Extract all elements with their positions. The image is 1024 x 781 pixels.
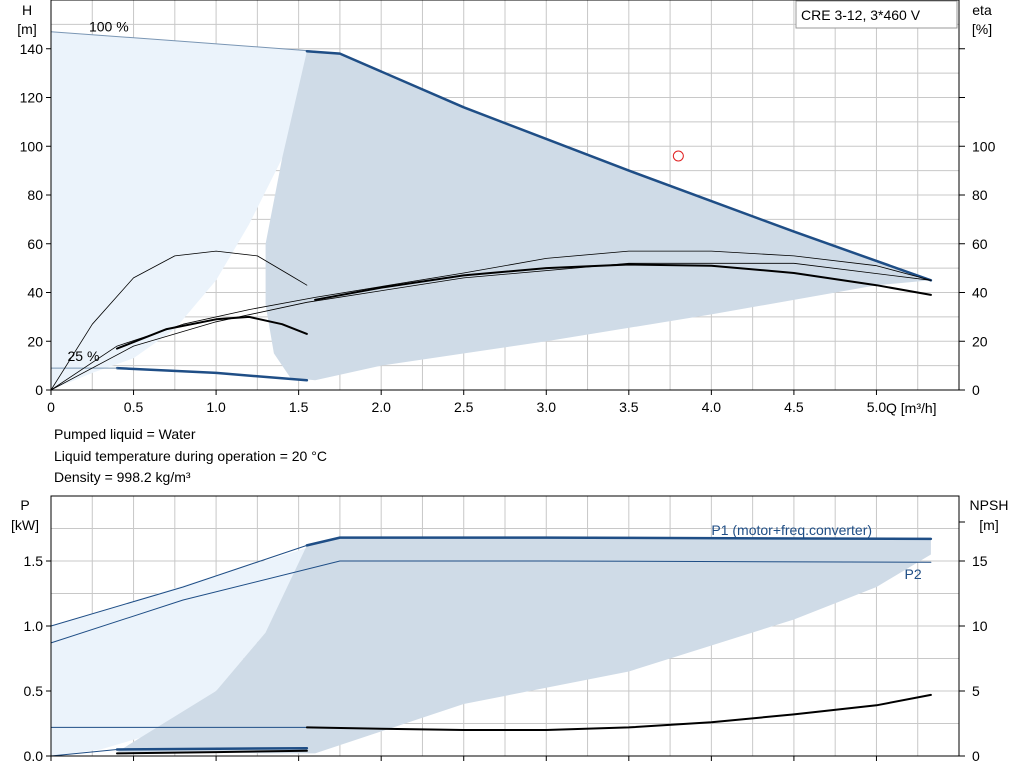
y-left-tick-label: 40 [27,285,43,301]
bottom-right-axis-unit: [m] [979,517,998,533]
bottom-left-axis-unit: [kW] [11,517,39,533]
top-left-axis-title: H [22,2,32,18]
x-tick-label: 5.0 [867,399,887,415]
speed-label: 25 % [68,348,100,364]
y-left-tick-label: 0.0 [24,748,44,764]
series-P1-left [50,544,308,627]
x-tick-label: 4.0 [702,399,722,415]
y-left-tick-label: 120 [20,90,44,106]
series-eta-thin-3 [50,262,932,391]
series-label: P2 [905,566,922,582]
series-max-curve-left [50,31,316,52]
y-right-tick-label: 10 [972,618,988,634]
series-max-curve [305,49,933,282]
x-axis-title: Q [m³/h] [886,400,937,416]
extended-range-area [51,545,316,756]
x-tick-label: 2.5 [454,399,474,415]
note-temperature: Liquid temperature during operation = 20… [54,448,327,464]
series-label: P1 (motor+freq.converter) [711,522,872,538]
top-right-axis-title: eta [972,2,992,18]
series-NPSH [305,693,932,731]
operating-range-area [265,51,931,381]
series-P-min-1 [115,746,309,751]
series-P1 [305,536,933,547]
x-tick-label: 3.5 [619,399,639,415]
operating-range-area [117,537,931,754]
x-tick-label: 0.5 [124,399,144,415]
y-left-tick-label: 60 [27,236,43,252]
y-left-tick-label: 140 [20,41,44,57]
x-tick-label: 4.5 [784,399,804,415]
y-right-tick-label: 20 [972,333,988,349]
x-tick-label: 1.0 [206,399,226,415]
head-efficiency-chart: 0 0.5 1.0 1.5 2.0 2.5 3.0 3.5 4.0 4.5 5.0 0 20 40 60 8… [17,0,996,416]
x-tick-label: 2.0 [371,399,391,415]
power-npsh-chart: 0.0 0.5 1.0 1.5 0 5 10 15 P [kW] NPSH [m] P1 (… [11,495,1009,764]
note-density: Density = 998.2 kg/m³ [54,469,191,485]
y-right-tick-label: 40 [972,285,988,301]
series-eta-thin-1 [50,250,308,391]
y-left-tick-label: 1.5 [24,553,44,569]
y-left-tick-label: 0 [35,382,43,398]
y-left-tick-label: 80 [27,187,43,203]
x-tick-label: 0 [47,399,55,415]
model-box [795,0,958,29]
series-min-curve [115,366,309,382]
y-left-tick-label: 100 [20,138,44,154]
y-right-tick-label: 80 [972,187,988,203]
y-right-tick-label: 15 [972,553,988,569]
top-left-axis-unit: [m] [17,21,36,37]
extended-range-area [51,31,316,390]
series-eta-main [314,263,932,301]
y-right-tick-label: 0 [972,748,980,764]
series-P2-left [50,560,341,644]
y-right-tick-label: 0 [972,382,980,398]
y-left-tick-label: 0.5 [24,683,44,699]
speed-label: 100 % [89,19,129,35]
duty-point-marker [672,150,684,162]
series-P2 [339,560,932,563]
series-NPSH-low [116,749,308,755]
x-tick-label: 1.5 [289,399,309,415]
y-right-tick-label: 5 [972,683,980,699]
y-left-tick-label: 20 [27,333,43,349]
bottom-left-axis-title: P [20,497,29,513]
note-liquid: Pumped liquid = Water [54,426,196,442]
bottom-right-axis-title: NPSH [970,497,1009,513]
top-right-axis-unit: [%] [972,21,992,37]
model-name: CRE 3-12, 3*460 V [801,7,921,23]
series-P-min-1-left [50,749,118,757]
y-right-tick-label: 60 [972,236,988,252]
series-eta-low [116,315,308,350]
x-tick-label: 3.0 [537,399,557,415]
y-right-tick-label: 100 [972,138,996,154]
y-left-tick-label: 1.0 [24,618,44,634]
